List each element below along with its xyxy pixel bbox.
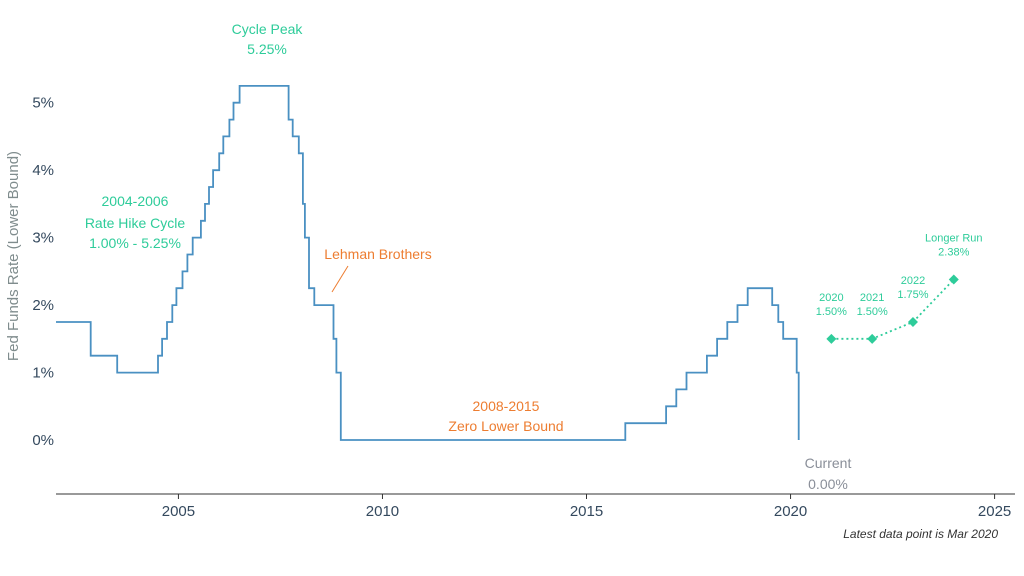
x-tick-label: 2010 [366, 503, 399, 520]
projection-year-label: 2021 [860, 292, 884, 304]
current-annotation: Current 0.00% [805, 455, 852, 492]
x-tick-label: 2020 [774, 503, 807, 520]
projection-value-label: 2.38% [938, 246, 969, 258]
projection-value-label: 1.50% [857, 306, 888, 318]
footnote: Latest data point is Mar 2020 [843, 527, 998, 541]
projection-marker [948, 274, 959, 285]
y-axis-ticks: 0% 1% 2% 3% 4% 5% [32, 95, 54, 449]
hike-cycle-range: 1.00% - 5.25% [89, 235, 181, 251]
zlb-annotation: 2008-2015 Zero Lower Bound [448, 398, 563, 434]
zlb-years: 2008-2015 [473, 398, 540, 414]
hike-cycle-annotation: 2004-2006 Rate Hike Cycle 1.00% - 5.25% [85, 193, 186, 251]
projection-line [831, 278, 955, 340]
y-axis-label: Fed Funds Rate (Lower Bound) [5, 151, 22, 361]
y-tick-label: 0% [32, 432, 54, 449]
x-tick-label: 2015 [570, 503, 603, 520]
series-layer [56, 85, 800, 441]
projection-marker [907, 316, 918, 327]
projection-marker [826, 333, 837, 344]
x-tick-label: 2025 [978, 503, 1011, 520]
current-title: Current [805, 455, 852, 471]
zlb-title: Zero Lower Bound [448, 418, 563, 434]
lehman-annotation: Lehman Brothers [324, 246, 432, 293]
cycle-peak-annotation: Cycle Peak 5.25% [232, 21, 304, 57]
y-tick-label: 4% [32, 162, 54, 179]
y-tick-label: 2% [32, 297, 54, 314]
lehman-label: Lehman Brothers [324, 246, 431, 262]
fed-funds-rate-line [56, 85, 800, 441]
projection-value-label: 1.50% [816, 306, 847, 318]
x-tick-label: 2005 [162, 503, 195, 520]
x-axis: 2005 2010 2015 2020 2025 [56, 493, 1015, 520]
projection-value-label: 1.75% [897, 289, 928, 301]
projection-year-label: 2022 [901, 275, 925, 287]
cycle-peak-value: 5.25% [247, 41, 287, 57]
projection-year-label: Longer Run [925, 232, 983, 244]
projection-layer: 2020 1.50% 2021 1.50% 2022 1.75% Longer Run 2.3… [816, 232, 983, 344]
projection-year-label: 2020 [819, 292, 843, 304]
lehman-pointer [331, 265, 349, 293]
y-tick-label: 1% [32, 365, 54, 382]
hike-cycle-title: Rate Hike Cycle [85, 215, 186, 231]
projection-marker [867, 333, 878, 344]
y-tick-label: 5% [32, 95, 54, 112]
hike-cycle-years: 2004-2006 [102, 193, 169, 209]
y-tick-label: 3% [32, 230, 54, 247]
cycle-peak-title: Cycle Peak [232, 21, 304, 37]
current-value: 0.00% [808, 476, 848, 492]
